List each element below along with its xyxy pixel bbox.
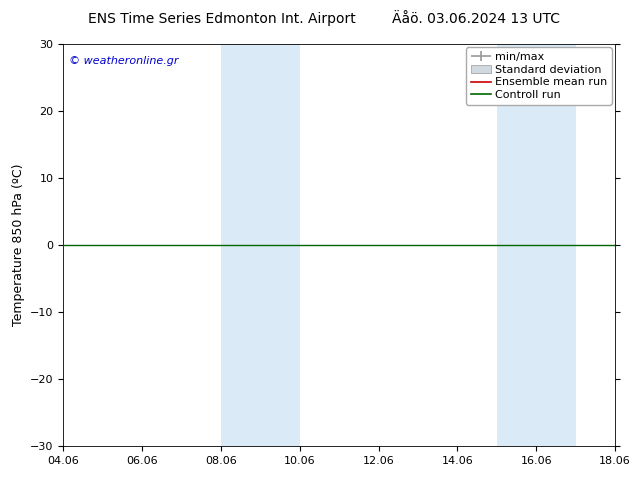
Legend: min/max, Standard deviation, Ensemble mean run, Controll run: min/max, Standard deviation, Ensemble me… (466, 48, 612, 105)
Bar (261, 44, 300, 446)
Text: © weatheronline.gr: © weatheronline.gr (69, 56, 178, 66)
Bar (497, 44, 536, 446)
Y-axis label: Temperature 850 hPa (ºC): Temperature 850 hPa (ºC) (11, 164, 25, 326)
Text: Äåö. 03.06.2024 13 UTC: Äåö. 03.06.2024 13 UTC (392, 12, 559, 26)
Bar (536, 44, 576, 446)
Text: ENS Time Series Edmonton Int. Airport: ENS Time Series Edmonton Int. Airport (88, 12, 356, 26)
Bar (221, 44, 261, 446)
